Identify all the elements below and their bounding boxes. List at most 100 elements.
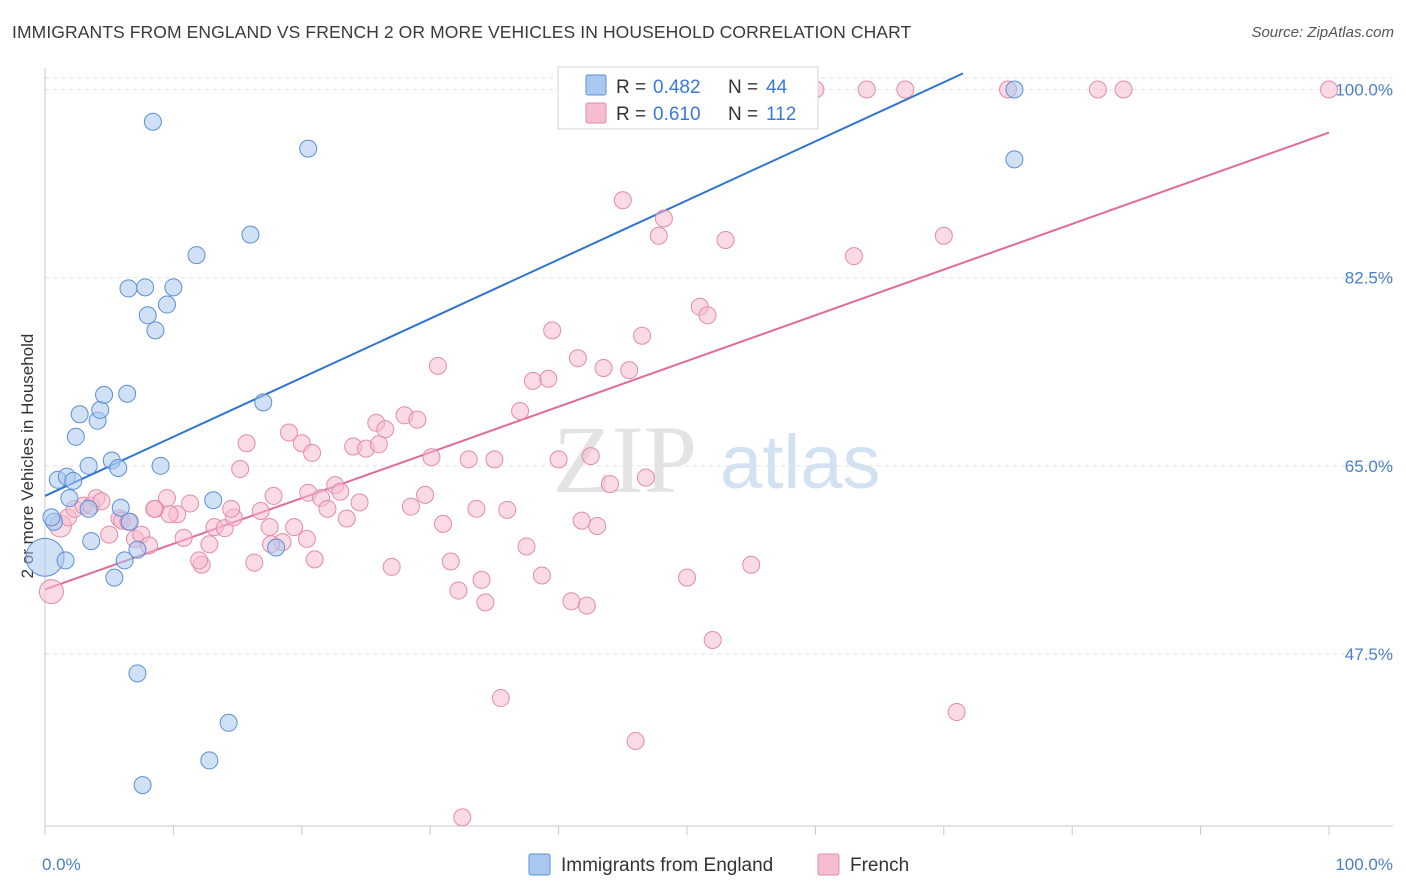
england-point-31 bbox=[151, 456, 170, 475]
axes bbox=[44, 68, 1393, 835]
legend-n-label-2: N = bbox=[728, 104, 758, 125]
french-point-91 bbox=[703, 630, 722, 649]
england-point-10 bbox=[79, 499, 98, 518]
england-point-4 bbox=[56, 551, 75, 570]
french-point-36 bbox=[305, 550, 324, 569]
french-point-111 bbox=[297, 529, 316, 548]
england-point-15 bbox=[95, 385, 114, 404]
data-points bbox=[25, 80, 1338, 827]
england-point-14 bbox=[91, 400, 110, 419]
england-point-23 bbox=[119, 279, 138, 298]
french-point-77 bbox=[588, 517, 607, 536]
england-point-42 bbox=[1005, 150, 1024, 169]
french-point-104 bbox=[453, 808, 472, 827]
french-point-32 bbox=[279, 423, 298, 442]
french-point-99 bbox=[947, 703, 966, 722]
england-point-41 bbox=[299, 139, 318, 158]
source-label: Source: ZipAtlas.com bbox=[1251, 24, 1394, 41]
england-point-18 bbox=[109, 458, 128, 477]
french-point-110 bbox=[145, 499, 164, 518]
french-point-50 bbox=[401, 497, 420, 516]
bottom-legend-england: Immigrants from England bbox=[561, 855, 773, 876]
french-point-33 bbox=[285, 518, 304, 537]
series-legend: Immigrants from England French bbox=[528, 853, 909, 876]
french-point-84 bbox=[636, 468, 655, 487]
england-point-26 bbox=[133, 776, 152, 795]
french-point-95 bbox=[844, 247, 863, 266]
england-point-34 bbox=[187, 246, 206, 265]
french-point-52 bbox=[416, 485, 435, 504]
french-point-47 bbox=[376, 420, 395, 439]
england-point-28 bbox=[138, 306, 157, 325]
y-tick-label-2: 82.5% bbox=[1345, 269, 1393, 288]
bottom-legend-french: French bbox=[850, 855, 909, 876]
french-point-46 bbox=[369, 435, 388, 454]
legend-r-label-1: R = bbox=[616, 77, 646, 98]
french-point-19 bbox=[181, 494, 200, 513]
french-point-54 bbox=[428, 356, 447, 375]
y-axis-label: 2 or more Vehicles in Household bbox=[18, 334, 37, 579]
french-point-92 bbox=[716, 231, 735, 250]
england-point-25 bbox=[128, 664, 147, 683]
legend-r-value-1: 0.482 bbox=[653, 77, 701, 98]
french-point-67 bbox=[523, 371, 542, 390]
french-point-102 bbox=[1114, 80, 1133, 99]
french-point-98 bbox=[934, 226, 953, 245]
french-point-48 bbox=[382, 557, 401, 576]
french-point-27 bbox=[245, 553, 264, 572]
england-point-40 bbox=[267, 538, 286, 557]
french-point-71 bbox=[549, 450, 568, 469]
french-point-66 bbox=[517, 537, 536, 556]
england-point-39 bbox=[254, 393, 273, 412]
french-point-56 bbox=[441, 552, 460, 571]
french-point-69 bbox=[539, 369, 558, 388]
y-tick-label-0: 47.5% bbox=[1345, 645, 1393, 664]
french-point-21 bbox=[200, 535, 219, 554]
french-point-105 bbox=[303, 443, 322, 462]
legend-n-label-1: N = bbox=[728, 77, 758, 98]
french-point-68 bbox=[532, 566, 551, 585]
french-point-40 bbox=[331, 482, 350, 501]
french-point-82 bbox=[626, 732, 645, 751]
bottom-legend-swatch-french bbox=[817, 853, 840, 876]
england-point-12 bbox=[82, 532, 101, 551]
england-point-11 bbox=[79, 456, 98, 475]
french-point-41 bbox=[337, 509, 356, 528]
french-point-88 bbox=[678, 568, 696, 587]
england-point-36 bbox=[204, 491, 223, 510]
french-point-64 bbox=[498, 500, 517, 519]
french-point-79 bbox=[600, 475, 619, 494]
french-point-58 bbox=[459, 450, 478, 469]
french-point-96 bbox=[857, 80, 876, 99]
england-point-20 bbox=[115, 551, 134, 570]
french-point-60 bbox=[472, 570, 491, 589]
england-point-32 bbox=[157, 295, 176, 314]
england-point-6 bbox=[60, 489, 79, 508]
french-point-86 bbox=[649, 226, 668, 245]
england-point-2 bbox=[42, 508, 61, 527]
x-tick-label-0: 0.0% bbox=[42, 855, 81, 874]
french-point-74 bbox=[572, 511, 591, 530]
y-tick-label-1: 65.0% bbox=[1345, 457, 1393, 476]
french-point-62 bbox=[485, 450, 504, 469]
french-point-63 bbox=[491, 689, 510, 708]
england-point-8 bbox=[66, 427, 85, 446]
french-point-29 bbox=[260, 518, 279, 537]
trend-line-0 bbox=[44, 72, 964, 497]
england-point-43 bbox=[1005, 80, 1024, 99]
england-point-37 bbox=[219, 713, 238, 732]
french-point-61 bbox=[476, 593, 495, 612]
legend-n-value-1: 44 bbox=[766, 77, 788, 98]
french-point-30 bbox=[264, 486, 283, 505]
watermark-atlas: atlas bbox=[720, 420, 881, 505]
legend-r-label-2: R = bbox=[616, 104, 646, 125]
tick-labels: 47.5% 65.0% 82.5% 100.0% 0.0% 100.0% bbox=[42, 81, 1393, 874]
england-point-22 bbox=[120, 512, 139, 531]
french-point-57 bbox=[449, 581, 468, 600]
england-point-19 bbox=[111, 498, 130, 517]
french-point-18 bbox=[174, 528, 193, 547]
england-point-30 bbox=[146, 321, 165, 340]
england-point-38 bbox=[241, 225, 260, 244]
french-point-87 bbox=[654, 209, 673, 228]
